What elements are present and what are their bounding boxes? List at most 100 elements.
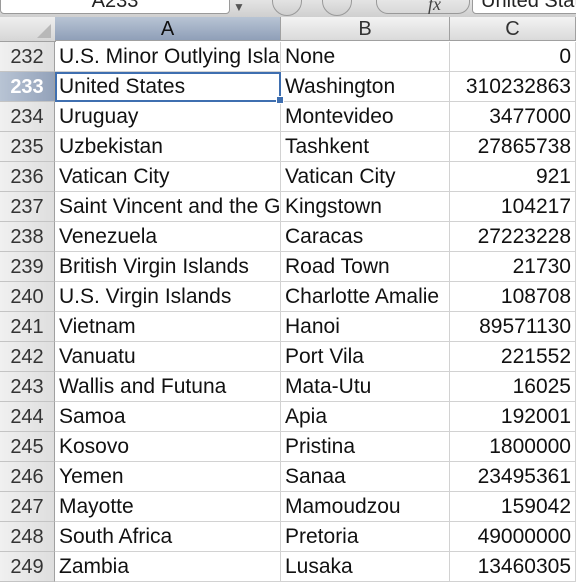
row-header[interactable]: 240 xyxy=(0,282,55,312)
fill-handle[interactable] xyxy=(276,96,284,104)
cell-b[interactable]: Vatican City xyxy=(281,162,450,192)
cell-b[interactable]: Hanoi xyxy=(281,312,450,342)
name-box-dropdown-icon[interactable]: ▼ xyxy=(233,0,245,14)
column-header-row: A B C xyxy=(0,17,576,42)
cell-b[interactable]: Mata-Utu xyxy=(281,372,450,402)
cell-a[interactable]: U.S. Virgin Islands xyxy=(55,282,281,312)
formula-bar: A233 ▼ fx United States xyxy=(0,0,576,18)
cell-a[interactable]: U.S. Minor Outlying Isla xyxy=(55,42,281,72)
table-row: 237 Saint Vincent and the G Kingstown 10421… xyxy=(0,192,576,222)
cell-a[interactable]: Saint Vincent and the G xyxy=(55,192,281,222)
confirm-icon[interactable] xyxy=(322,0,352,16)
table-row: 245 Kosovo Pristina 1800000 xyxy=(0,432,576,462)
cell-a[interactable]: British Virgin Islands xyxy=(55,252,281,282)
table-row: 240 U.S. Virgin Islands Charlotte Amalie 10… xyxy=(0,282,576,312)
cell-a[interactable]: Wallis and Futuna xyxy=(55,372,281,402)
cell-c[interactable]: 1800000 xyxy=(450,432,576,462)
cell-b[interactable]: Mamoudzou xyxy=(281,492,450,522)
cell-b[interactable]: Pristina xyxy=(281,432,450,462)
name-box[interactable]: A233 xyxy=(0,0,230,14)
select-all-button[interactable] xyxy=(0,17,56,42)
table-row: 239 British Virgin Islands Road Town 21730 xyxy=(0,252,576,282)
table-row: 234 Uruguay Montevideo 3477000 xyxy=(0,102,576,132)
cell-a[interactable]: Vanuatu xyxy=(55,342,281,372)
cell-b[interactable]: Charlotte Amalie xyxy=(281,282,450,312)
row-header[interactable]: 238 xyxy=(0,222,55,252)
row-header[interactable]: 244 xyxy=(0,402,55,432)
cell-c[interactable]: 159042 xyxy=(450,492,576,522)
table-row: 233 United States Washington 310232863 xyxy=(0,72,576,102)
cell-b[interactable]: Kingstown xyxy=(281,192,450,222)
cell-b[interactable]: Sanaa xyxy=(281,462,450,492)
cell-c[interactable]: 921 xyxy=(450,162,576,192)
row-header[interactable]: 239 xyxy=(0,252,55,282)
table-row: 243 Wallis and Futuna Mata-Utu 16025 xyxy=(0,372,576,402)
cell-c[interactable]: 221552 xyxy=(450,342,576,372)
cell-a[interactable]: Venezuela xyxy=(55,222,281,252)
cell-a[interactable]: Vatican City xyxy=(55,162,281,192)
column-header-a[interactable]: A xyxy=(55,17,281,41)
cell-c[interactable]: 49000000 xyxy=(450,522,576,552)
table-row: 242 Vanuatu Port Vila 221552 xyxy=(0,342,576,372)
cell-a[interactable]: Yemen xyxy=(55,462,281,492)
cell-a[interactable]: Uzbekistan xyxy=(55,132,281,162)
cell-c[interactable]: 108708 xyxy=(450,282,576,312)
row-header[interactable]: 245 xyxy=(0,432,55,462)
function-button[interactable] xyxy=(376,0,470,14)
cell-c[interactable]: 21730 xyxy=(450,252,576,282)
cell-a[interactable]: Samoa xyxy=(55,402,281,432)
row-header[interactable]: 242 xyxy=(0,342,55,372)
cell-a[interactable]: Kosovo xyxy=(55,432,281,462)
table-row: 238 Venezuela Caracas 27223228 xyxy=(0,222,576,252)
table-row: 249 Zambia Lusaka 13460305 xyxy=(0,552,576,582)
table-row: 236 Vatican City Vatican City 921 xyxy=(0,162,576,192)
cell-c[interactable]: 310232863 xyxy=(450,72,576,102)
row-header[interactable]: 248 xyxy=(0,522,55,552)
cell-c[interactable]: 27865738 xyxy=(450,132,576,162)
cell-b[interactable]: Apia xyxy=(281,402,450,432)
cell-c[interactable]: 27223228 xyxy=(450,222,576,252)
cancel-icon[interactable] xyxy=(272,0,302,16)
cell-b[interactable]: None xyxy=(281,42,450,72)
cell-b[interactable]: Tashkent xyxy=(281,132,450,162)
row-header[interactable]: 246 xyxy=(0,462,55,492)
row-header[interactable]: 236 xyxy=(0,162,55,192)
cell-c[interactable]: 192001 xyxy=(450,402,576,432)
cell-a[interactable]: South Africa xyxy=(55,522,281,552)
table-row: 248 South Africa Pretoria 49000000 xyxy=(0,522,576,552)
table-row: 232 U.S. Minor Outlying Isla None 0 xyxy=(0,42,576,72)
cell-a[interactable]: United States xyxy=(55,72,281,102)
table-row: 247 Mayotte Mamoudzou 159042 xyxy=(0,492,576,522)
cell-c[interactable]: 23495361 xyxy=(450,462,576,492)
spreadsheet-grid: 232 U.S. Minor Outlying Isla None 0 233 Unite… xyxy=(0,42,576,582)
row-header[interactable]: 235 xyxy=(0,132,55,162)
row-header[interactable]: 237 xyxy=(0,192,55,222)
row-header[interactable]: 249 xyxy=(0,552,55,582)
row-header[interactable]: 234 xyxy=(0,102,55,132)
cell-b[interactable]: Port Vila xyxy=(281,342,450,372)
row-header[interactable]: 232 xyxy=(0,42,55,72)
cell-c[interactable]: 3477000 xyxy=(450,102,576,132)
cell-a[interactable]: Mayotte xyxy=(55,492,281,522)
cell-b[interactable]: Road Town xyxy=(281,252,450,282)
cell-b[interactable]: Washington xyxy=(281,72,450,102)
cell-a[interactable]: Uruguay xyxy=(55,102,281,132)
row-header[interactable]: 243 xyxy=(0,372,55,402)
cell-a[interactable]: Vietnam xyxy=(55,312,281,342)
cell-c[interactable]: 16025 xyxy=(450,372,576,402)
row-header[interactable]: 247 xyxy=(0,492,55,522)
table-row: 244 Samoa Apia 192001 xyxy=(0,402,576,432)
cell-b[interactable]: Montevideo xyxy=(281,102,450,132)
cell-b[interactable]: Caracas xyxy=(281,222,450,252)
column-header-c[interactable]: C xyxy=(450,17,576,41)
table-row: 246 Yemen Sanaa 23495361 xyxy=(0,462,576,492)
formula-input[interactable]: United States xyxy=(472,0,576,14)
cell-b[interactable]: Pretoria xyxy=(281,522,450,552)
cell-c[interactable]: 0 xyxy=(450,42,576,72)
row-header[interactable]: 241 xyxy=(0,312,55,342)
column-header-b[interactable]: B xyxy=(281,17,450,41)
function-icon: fx xyxy=(428,0,441,14)
cell-c[interactable]: 89571130 xyxy=(450,312,576,342)
cell-c[interactable]: 104217 xyxy=(450,192,576,222)
row-header[interactable]: 233 xyxy=(0,72,55,102)
